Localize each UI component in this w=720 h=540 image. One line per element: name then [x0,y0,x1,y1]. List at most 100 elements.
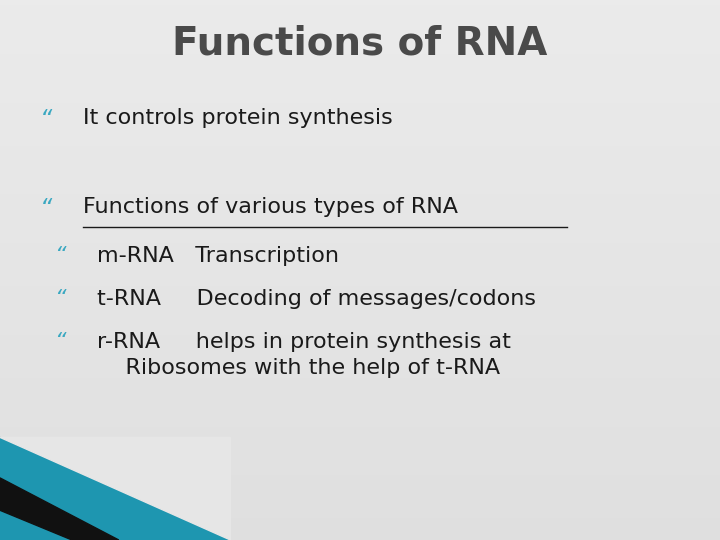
Bar [0,205,720,211]
Bar [0,65,720,70]
Bar [0,248,720,254]
Bar [0,0,720,5]
Bar [0,432,720,437]
Bar [0,119,720,124]
Text: “: “ [54,332,66,352]
Bar [0,97,720,103]
Bar [0,103,720,108]
Bar [0,22,720,27]
Bar [0,410,720,416]
Bar [0,38,720,43]
Bar [0,308,720,313]
Bar [0,200,720,205]
Bar [0,16,720,22]
Bar [0,481,720,486]
Bar [0,491,720,497]
Bar [0,221,720,227]
Bar [0,448,720,454]
Bar [0,27,720,32]
Bar [0,329,720,335]
Bar [0,502,720,508]
Bar [0,373,720,378]
Bar [0,292,720,297]
Bar [0,140,720,146]
Bar [0,216,720,221]
Bar [0,335,720,340]
Bar [0,146,720,151]
Bar [0,5,720,11]
Text: “: “ [40,108,52,132]
Bar [0,400,720,405]
Bar [0,470,720,475]
Bar [0,32,720,38]
Bar [0,113,720,119]
Bar [0,265,720,270]
Bar [0,405,720,410]
Bar [0,86,720,92]
Bar [0,232,720,238]
Bar [0,135,720,140]
Bar [0,416,720,421]
Bar [0,275,720,281]
Bar [0,54,720,59]
Bar [0,302,720,308]
Bar [0,49,720,54]
Bar [0,340,720,346]
Text: m-RNA   Transcription: m-RNA Transcription [97,246,339,266]
Bar [0,227,720,232]
Polygon shape [0,437,230,540]
Bar [0,464,720,470]
Bar [0,184,720,189]
Bar [0,173,720,178]
Bar [0,108,720,113]
Bar [0,378,720,383]
Bar [0,497,720,502]
Bar [0,286,720,292]
Bar [0,319,720,324]
Bar [0,351,720,356]
Bar [0,367,720,373]
Bar [0,59,720,65]
Bar [0,486,720,491]
Bar [0,356,720,362]
Bar [0,346,720,351]
Bar [0,313,720,319]
Bar [0,394,720,400]
Bar [0,459,720,464]
Bar [0,43,720,49]
Bar [0,130,720,135]
Bar [0,421,720,427]
Bar [0,437,720,443]
Bar [0,178,720,184]
Bar [0,281,720,286]
Bar [0,76,720,81]
Bar [0,194,720,200]
Text: Functions of RNA: Functions of RNA [172,24,548,62]
Bar [0,454,720,459]
Text: It controls protein synthesis: It controls protein synthesis [83,108,392,128]
Bar [0,259,720,265]
Bar [0,324,720,329]
Bar [0,162,720,167]
Bar [0,518,720,524]
Bar [0,151,720,157]
Bar [0,427,720,432]
Bar [0,189,720,194]
Bar [0,362,720,367]
Bar [0,81,720,86]
Text: Functions of various types of RNA: Functions of various types of RNA [83,197,458,217]
Bar [0,124,720,130]
Bar [0,92,720,97]
Bar [0,297,720,302]
Bar [0,167,720,173]
Bar [0,443,720,448]
Bar [0,238,720,243]
Bar [0,270,720,275]
Bar [0,11,720,16]
Bar [0,157,720,162]
Bar [0,508,720,513]
Bar [0,254,720,259]
Bar [0,70,720,76]
Polygon shape [0,478,119,540]
Bar [0,389,720,394]
